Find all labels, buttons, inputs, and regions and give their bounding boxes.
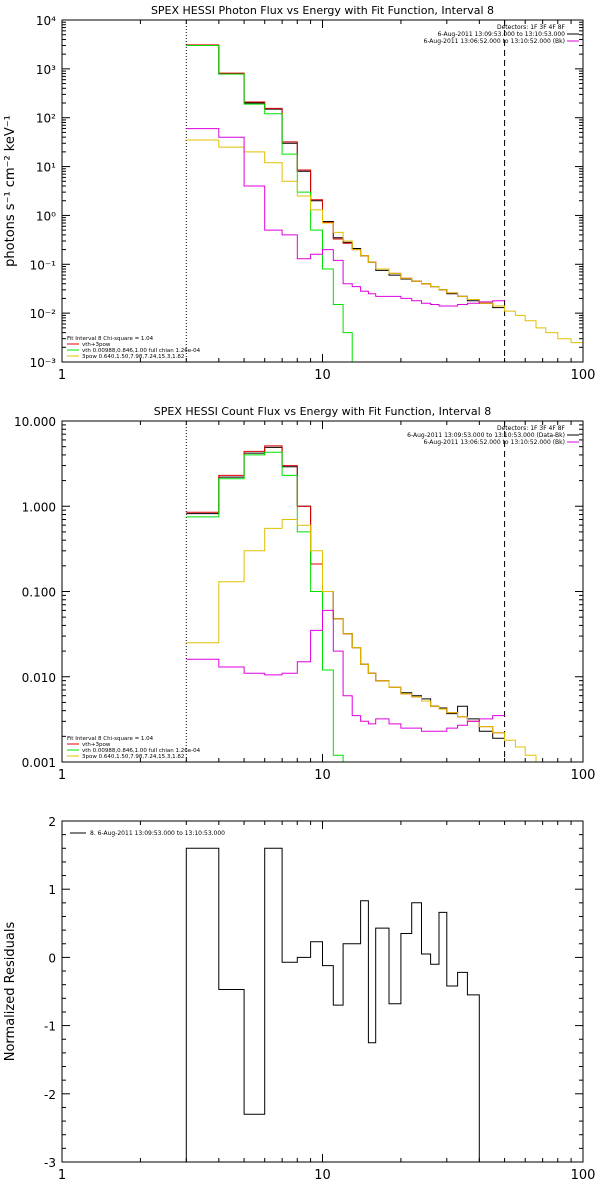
series-vth-3pow (186, 445, 505, 734)
legend-entry-text: 3pow 0.640,1.50,7.98,7.24,15.3,1.82 (82, 754, 184, 760)
series-3pow (186, 139, 583, 344)
y-axis-label: Normalized Residuals (3, 922, 18, 1062)
y-tick-label: 0.010 (22, 671, 56, 685)
series-vth (186, 451, 344, 762)
x-tick-label: 10 (314, 1168, 331, 1183)
legend-entry-text: Detectors: 1F 3F 4F 8F (497, 425, 566, 432)
x-tick-label: 100 (571, 1168, 596, 1183)
series-background (186, 609, 505, 732)
y-tick-label: -3 (44, 1156, 56, 1170)
series-background (186, 128, 505, 307)
series-3pow (186, 519, 547, 762)
legend-entry-text: Fit Interval 8 Chi-square = 1.04 (67, 736, 154, 742)
x-tick-label: 10 (314, 768, 331, 783)
legend-entry-text: vth+3pow (82, 342, 111, 348)
legend-top-right: Detectors: 1F 3F 4F 8F6-Aug-2011 13:09:5… (407, 425, 579, 446)
series-data (186, 45, 505, 309)
y-tick-label: 0.001 (22, 756, 56, 770)
y-tick-label: 10¹ (36, 161, 56, 175)
x-tick-label: 10 (314, 368, 331, 383)
legend-entry-text: 8. 6-Aug-2011 13:09:53.000 to 13:10:53.0… (90, 830, 225, 837)
y-tick-label: 2 (48, 815, 56, 829)
data-series-group (186, 445, 547, 762)
series-residuals (185, 847, 480, 1162)
y-tick-label: 1.000 (22, 500, 56, 514)
panel-1: SPEX HESSI Photon Flux vs Energy with Fi… (3, 4, 595, 383)
chart-title: SPEX HESSI Photon Flux vs Energy with Fi… (151, 4, 494, 17)
legend-bottom-left: Fit Interval 8 Chi-square = 1.04vth+3pow… (67, 736, 201, 760)
legend-entry-text: vth+3pow (82, 742, 111, 748)
x-tick-label: 100 (571, 368, 596, 383)
series-vth (186, 45, 362, 362)
x-tick-label: 100 (571, 768, 596, 783)
legend-top-left: 8. 6-Aug-2011 13:09:53.000 to 13:10:53.0… (70, 830, 225, 837)
x-tick-label: 1 (58, 368, 66, 383)
panel-2: SPEX HESSI Count Flux vs Energy with Fit… (14, 405, 596, 783)
legend-entry-text: Fit Interval 8 Chi-square = 1.04 (67, 336, 154, 342)
y-tick-label: -1 (44, 1020, 56, 1034)
data-series-group (185, 847, 480, 1162)
legend-entry-text: Detectors: 1F 3F 4F 8F (497, 24, 566, 31)
legend-entry-text: 3pow 0.640,1.50,7.98,7.24,15.3,1.82 (82, 354, 184, 360)
x-tick-label: 1 (58, 768, 66, 783)
legend-entry-text: 6-Aug-2011 13:09:53.000 to 13:10:53.000 (438, 31, 566, 38)
y-tick-label: 10⁻³ (30, 356, 57, 370)
y-tick-label: 10.000 (14, 415, 56, 429)
y-axis-label: photons s⁻¹ cm⁻² keV⁻¹ (3, 115, 18, 267)
legend-top-right: Detectors: 1F 3F 4F 8F6-Aug-2011 13:09:5… (423, 24, 579, 45)
legend-entry-text: vth 0.00988,0.846,1.00 full chian 1.26e-… (82, 348, 201, 354)
legend-entry-text: 6-Aug-2011 13:06:52.000 to 13:10:52.000 … (423, 38, 565, 45)
legend-entry-text: 6-Aug-2011 13:06:52.000 to 13:10:52.000 … (423, 439, 565, 446)
y-tick-label: 10⁰ (36, 209, 56, 223)
x-tick-label: 1 (58, 1168, 66, 1183)
panel-3: 1 10 100 -3 -2 -1 0 1 2 Normalized Residuals 8. 6-… (3, 815, 596, 1183)
y-tick-label: 0 (48, 951, 56, 965)
y-tick-label: 10⁻² (30, 307, 57, 321)
plot-frame (61, 820, 584, 1163)
series-vth-3pow (186, 44, 505, 307)
data-series-group (186, 44, 583, 362)
legend-bottom-left: Fit Interval 8 Chi-square = 1.04vth+3pow… (67, 336, 201, 360)
y-tick-label: 0.100 (22, 586, 56, 600)
chart-title: SPEX HESSI Count Flux vs Energy with Fit… (154, 405, 491, 418)
legend-entry-text: 6-Aug-2011 13:09:53.000 to 13:10:53.000 … (407, 432, 565, 439)
y-tick-label: 10² (36, 112, 56, 126)
series-data-bk (186, 446, 505, 739)
y-tick-label: 10³ (36, 63, 56, 77)
y-tick-label: 10⁻¹ (30, 258, 57, 272)
y-tick-label: 10⁴ (36, 14, 56, 28)
y-tick-label: 1 (48, 883, 56, 897)
y-tick-label: -2 (44, 1088, 56, 1102)
legend-entry-text: vth 0.00988,0.846,1.00 full chian 1.26e-… (82, 748, 201, 754)
